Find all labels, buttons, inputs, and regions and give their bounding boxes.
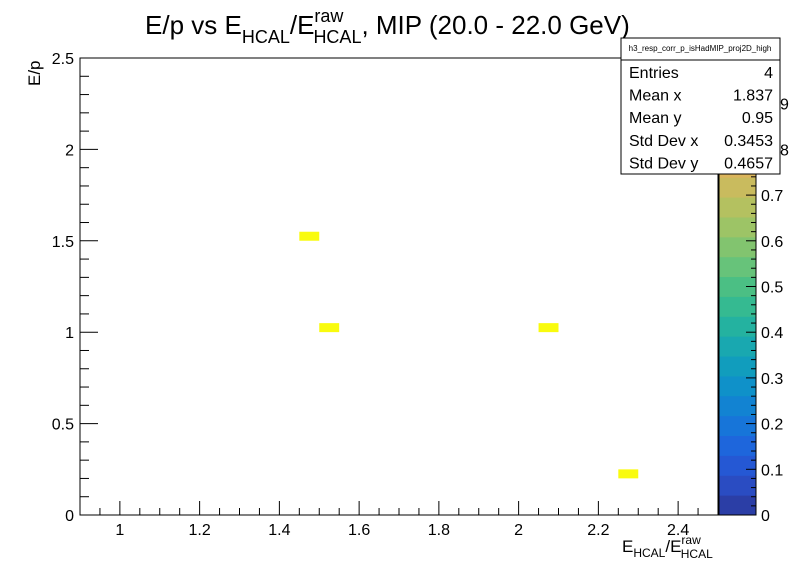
- palette-segment: [719, 236, 756, 258]
- stats-box: h3_resp_corr_p_isHadMIP_proj2D_high Entr…: [620, 37, 781, 175]
- data-bins: [299, 231, 639, 479]
- x-tick-label: 1.8: [428, 522, 450, 539]
- title-sub-hcal-2: HCAL: [313, 27, 361, 47]
- title-sup-raw: raw: [314, 6, 344, 26]
- palette-tick-label: 0.7: [761, 188, 783, 205]
- palette-segment: [719, 216, 756, 238]
- x-tick-label: 1.4: [268, 522, 290, 539]
- y-axis: 0 0.5 1 1.5 2 2.5: [52, 51, 98, 525]
- y-axis-label: E/p: [25, 60, 44, 86]
- y-tick-label: 2.5: [52, 51, 74, 68]
- palette-tick-label: 0.2: [761, 417, 783, 434]
- y-tick-label: 1.5: [52, 234, 74, 251]
- data-bin: [618, 469, 639, 479]
- title-mid: /E: [290, 10, 315, 40]
- xlabel-sup-raw: raw: [681, 533, 701, 547]
- y-tick-label: 2: [65, 142, 74, 159]
- palette-segment: [719, 435, 756, 456]
- data-bin: [319, 323, 340, 333]
- x-tick-label: 2.4: [667, 522, 689, 539]
- palette-tick-label-partial: 9: [780, 97, 789, 114]
- stats-row-label: Mean x: [629, 88, 681, 105]
- stats-row-value: 0.3453: [724, 133, 773, 150]
- palette-segment: [719, 495, 756, 516]
- palette-segment: [719, 356, 756, 377]
- palette-tick-label-partial: 8: [780, 142, 789, 159]
- x-axis: 1 1.2 1.4 1.6 1.8 2 2.2 2.4: [79, 501, 719, 539]
- palette-segment: [719, 395, 756, 417]
- title-tail: , MIP (20.0 - 22.0 GeV): [361, 10, 629, 40]
- stats-row-label: Std Dev x: [629, 133, 698, 150]
- stats-row-value: 0.95: [742, 110, 773, 127]
- xlabel-mid: /E: [665, 537, 681, 556]
- stats-box-frame: [620, 37, 781, 175]
- palette-segment: [719, 296, 756, 317]
- palette-tick-label: 0: [761, 508, 770, 525]
- data-bin: [299, 231, 320, 241]
- x-axis-label: EHCAL/Eraw HCAL: [622, 533, 713, 561]
- title-sub-hcal: HCAL: [242, 27, 290, 47]
- palette-tick-label: 0.5: [761, 280, 783, 297]
- stats-row-value: 0.4657: [724, 155, 773, 172]
- chart-title: E/p vs EHCAL/Eraw HCAL, MIP (20.0 - 22.0 …: [145, 6, 630, 47]
- palette-segment: [719, 336, 756, 357]
- palette-tick-label: 0.6: [761, 234, 783, 251]
- palette-segment: [719, 415, 756, 437]
- title-main: E/p vs E: [145, 10, 242, 40]
- x-tick-label: 1: [115, 522, 124, 539]
- stats-row-value: 4: [764, 65, 773, 82]
- palette-segment: [719, 475, 756, 496]
- stats-row-label: Entries: [629, 65, 679, 82]
- x-tick-label: 2: [514, 522, 523, 539]
- xlabel-base: E: [622, 537, 633, 556]
- palette-segment: [719, 177, 756, 198]
- palette-segment: [719, 316, 756, 337]
- palette-tick-label: 0.4: [761, 325, 783, 342]
- palette-segment: [719, 276, 756, 297]
- y-tick-label: 1: [65, 325, 74, 342]
- x-tick-label: 1.6: [348, 522, 370, 539]
- palette-segment: [719, 197, 756, 218]
- y-tick-label: 0: [65, 508, 74, 525]
- stats-row-value: 1.837: [733, 88, 773, 105]
- palette-tick-label: 0.1: [761, 462, 783, 479]
- palette-segment: [719, 256, 756, 278]
- palette-segment: [719, 375, 756, 397]
- stats-row-label: Mean y: [629, 110, 681, 127]
- xlabel-sub-hcal-2: HCAL: [681, 547, 713, 561]
- stats-rows: Entries 4 Mean x 1.837 Mean y 0.95 Std Dev x 0.…: [629, 65, 773, 172]
- stats-box-name: h3_resp_corr_p_isHadMIP_proj2D_high: [629, 44, 772, 53]
- y-tick-label: 0.5: [52, 417, 74, 434]
- palette-tick-label: 0.3: [761, 371, 783, 388]
- xlabel-sub-hcal: HCAL: [633, 546, 665, 560]
- data-bin: [538, 323, 559, 333]
- palette-segment: [719, 455, 756, 476]
- x-tick-label: 2.2: [587, 522, 609, 539]
- stats-row-label: Std Dev y: [629, 155, 698, 172]
- x-tick-label: 1.2: [189, 522, 211, 539]
